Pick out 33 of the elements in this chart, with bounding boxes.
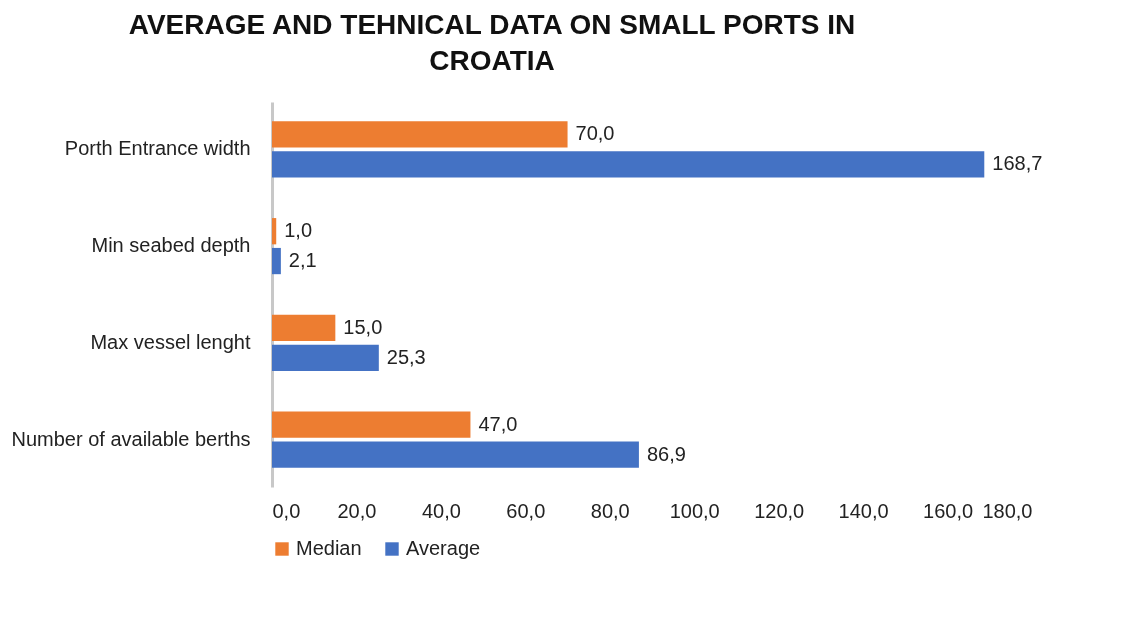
y-tick-label: Max vessel lenght [90, 330, 251, 353]
bar [272, 218, 277, 245]
data-label: 47,0 [478, 412, 518, 435]
x-tick-label: 100,0 [669, 499, 720, 522]
y-tick-label: Porth Entrance width [64, 137, 251, 160]
data-label: 1,0 [284, 219, 313, 242]
y-tick-label: Min seabed depth [91, 234, 251, 257]
data-label: 70,0 [575, 122, 615, 145]
y-tick-label: Number of available berths [11, 427, 251, 450]
x-tick-label: 140,0 [838, 499, 889, 522]
bar [272, 344, 379, 371]
x-tick-label: 160,0 [923, 499, 974, 522]
x-tick-label: 40,0 [421, 499, 461, 522]
bar [272, 314, 336, 342]
x-tick-label: 0,0 [272, 499, 301, 522]
legend-label: Average [406, 537, 481, 559]
data-label: 2,1 [288, 249, 317, 272]
bar [272, 121, 568, 148]
x-tick-label: 80,0 [590, 499, 630, 522]
x-tick-label: 120,0 [754, 499, 805, 522]
x-tick-label: 180,0 [982, 499, 1033, 522]
data-label: 168,7 [992, 152, 1043, 175]
bar [272, 441, 639, 468]
x-tick-label: 60,0 [506, 499, 546, 522]
bar [272, 247, 281, 275]
legend-label: Median [296, 537, 362, 559]
data-label: 25,3 [386, 345, 426, 368]
data-label: 15,0 [343, 315, 383, 338]
data-label: 86,9 [646, 442, 686, 465]
bar [272, 151, 985, 178]
chart-title: AVERAGE AND TEHNICAL DATA ON SMALL PORTS IN CROATIA [128, 9, 856, 76]
x-tick-label: 20,0 [337, 499, 377, 522]
bar [272, 411, 471, 438]
